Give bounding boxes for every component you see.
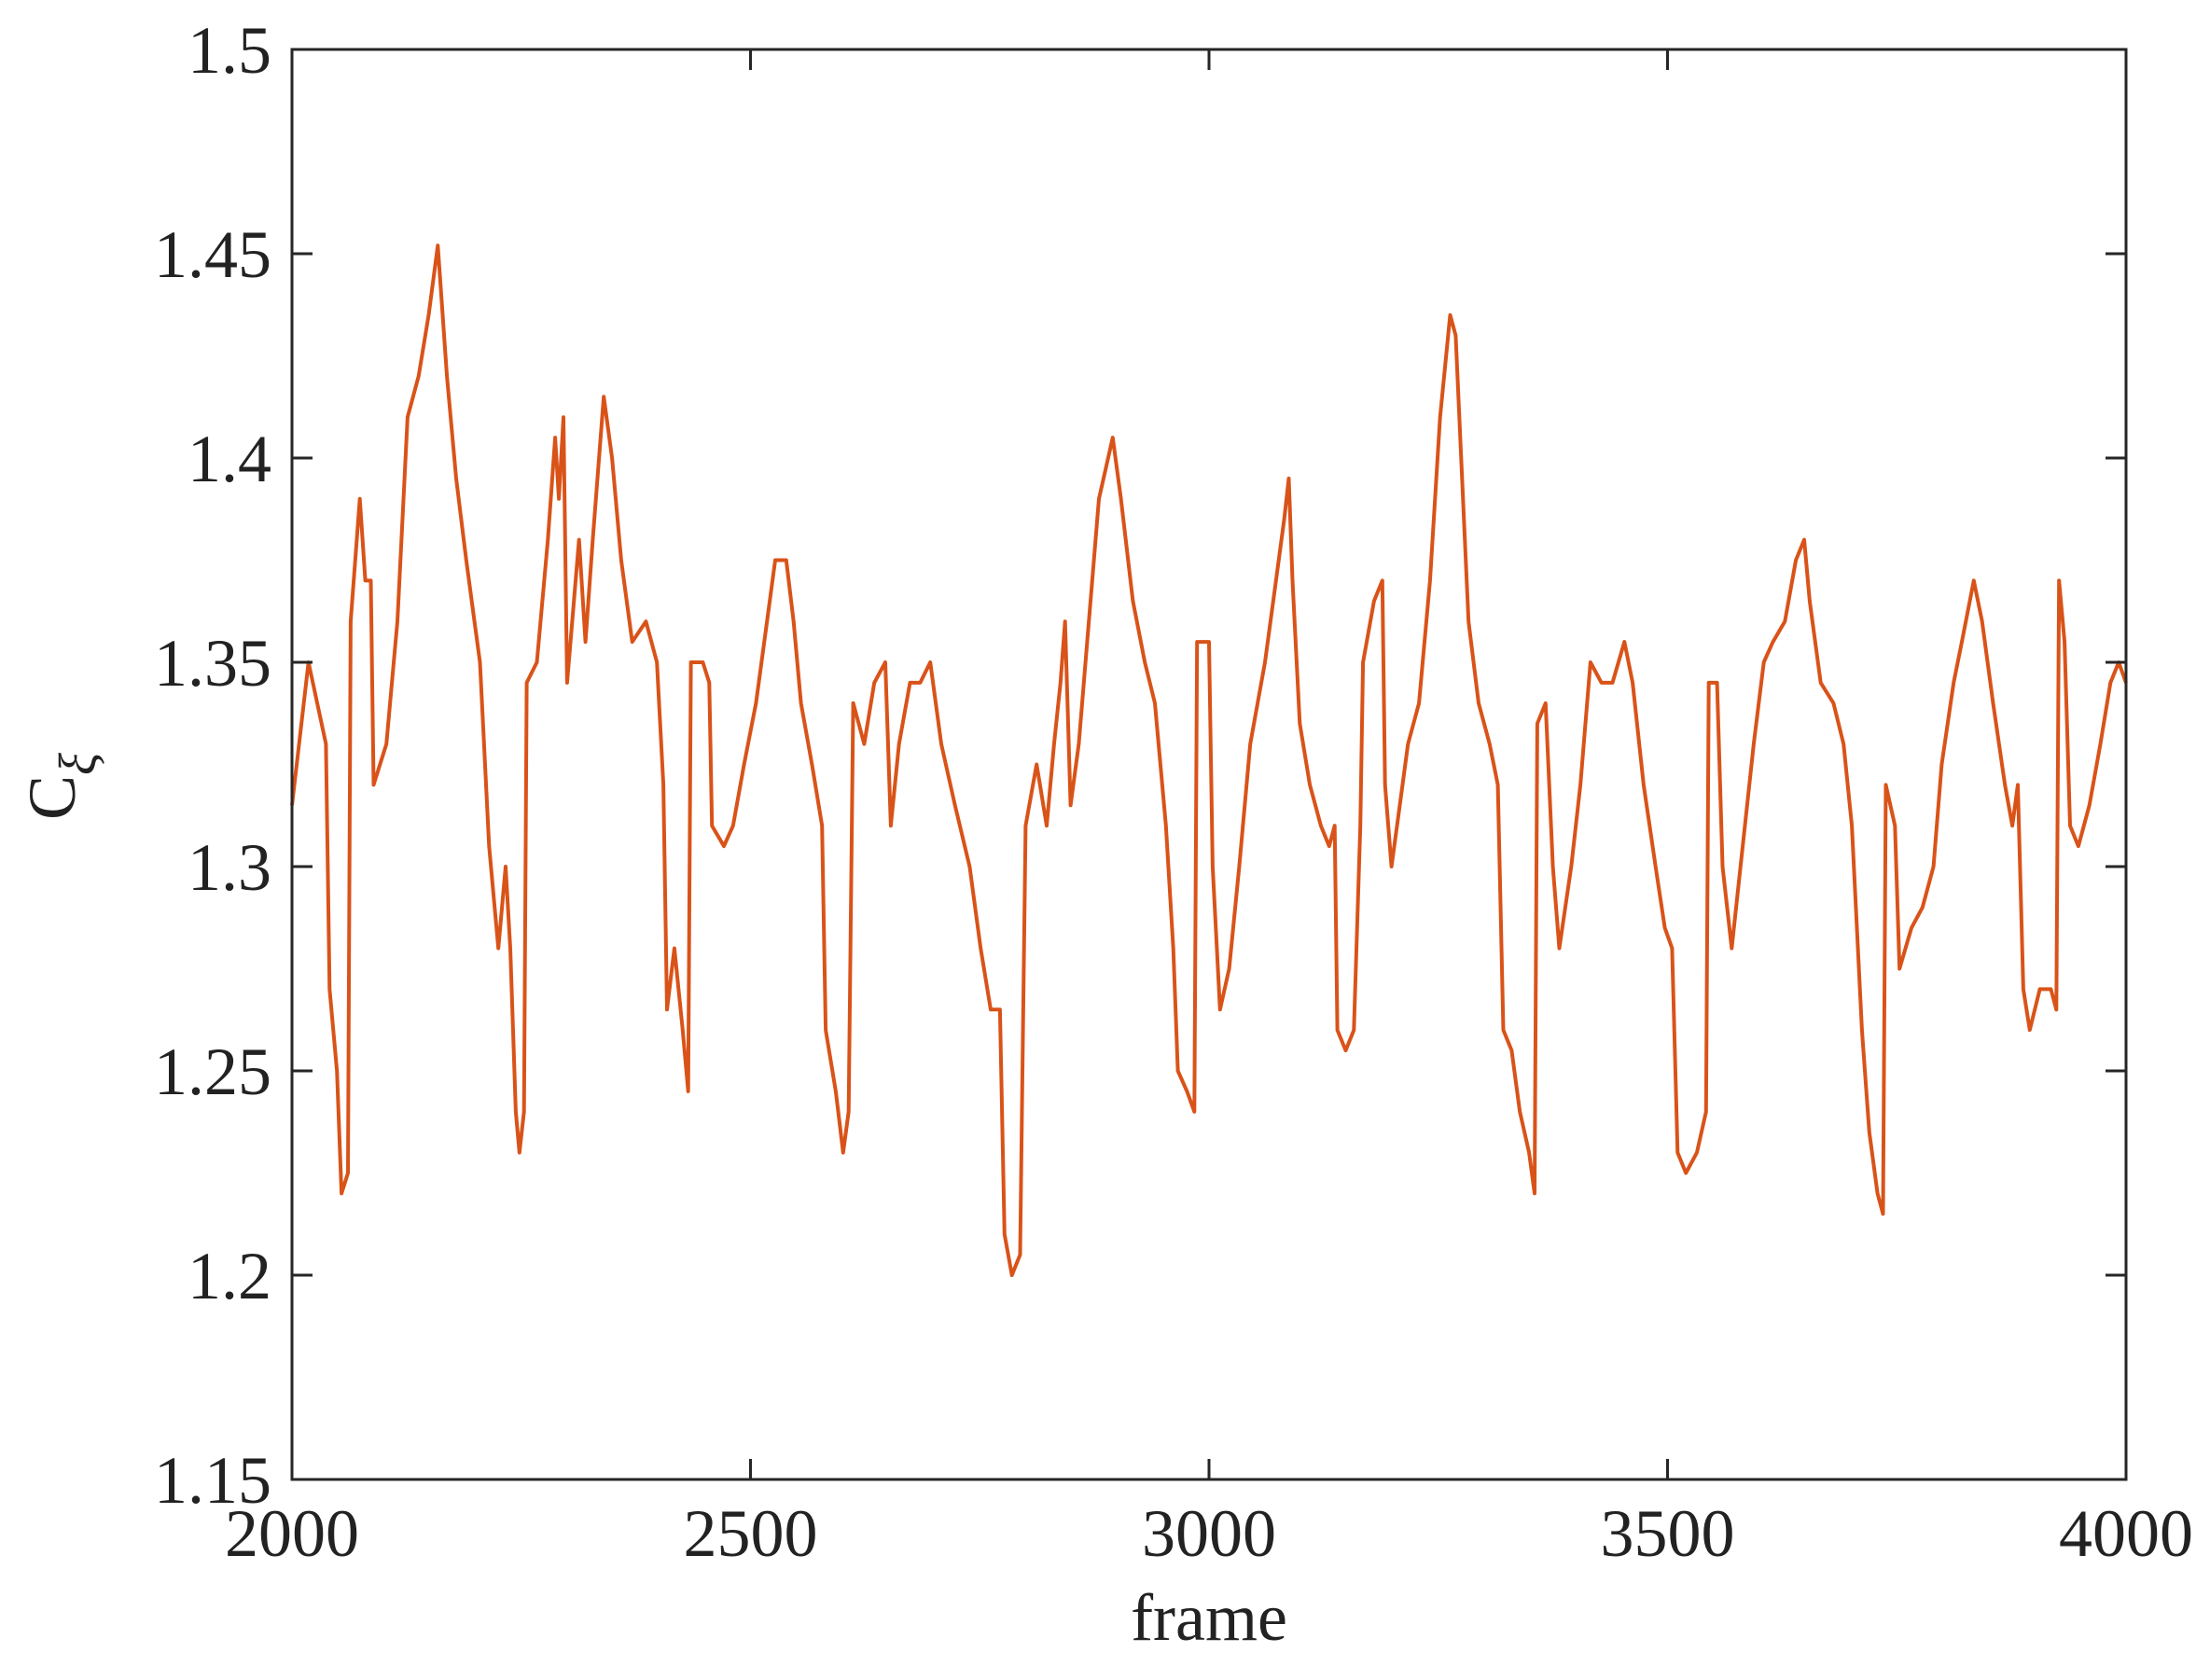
- y-tick-label: 1.35: [154, 626, 271, 701]
- y-tick-label: 1.5: [188, 13, 271, 88]
- y-tick-label: 1.15: [154, 1443, 271, 1518]
- y-tick-label: 1.25: [154, 1034, 271, 1109]
- data-line: [290, 243, 2128, 1277]
- y-label-subscript: ξ: [49, 753, 107, 775]
- y-label-base: C: [15, 775, 90, 820]
- x-tick-label: 4000: [2059, 1496, 2193, 1571]
- y-tick-label: 1.4: [188, 422, 271, 496]
- x-tick-label: 2000: [225, 1496, 359, 1571]
- plot-frame: [290, 48, 2128, 1481]
- y-tick-label: 1.45: [154, 217, 271, 292]
- x-tick-label: 2500: [684, 1496, 818, 1571]
- y-axis-label: Cξ: [15, 753, 107, 820]
- x-tick-label: 3500: [1601, 1496, 1735, 1571]
- x-axis-label: frame: [1131, 1580, 1287, 1655]
- y-tick-label: 1.2: [188, 1239, 271, 1313]
- x-tick-label: 3000: [1142, 1496, 1276, 1571]
- y-tick-label: 1.3: [188, 830, 271, 905]
